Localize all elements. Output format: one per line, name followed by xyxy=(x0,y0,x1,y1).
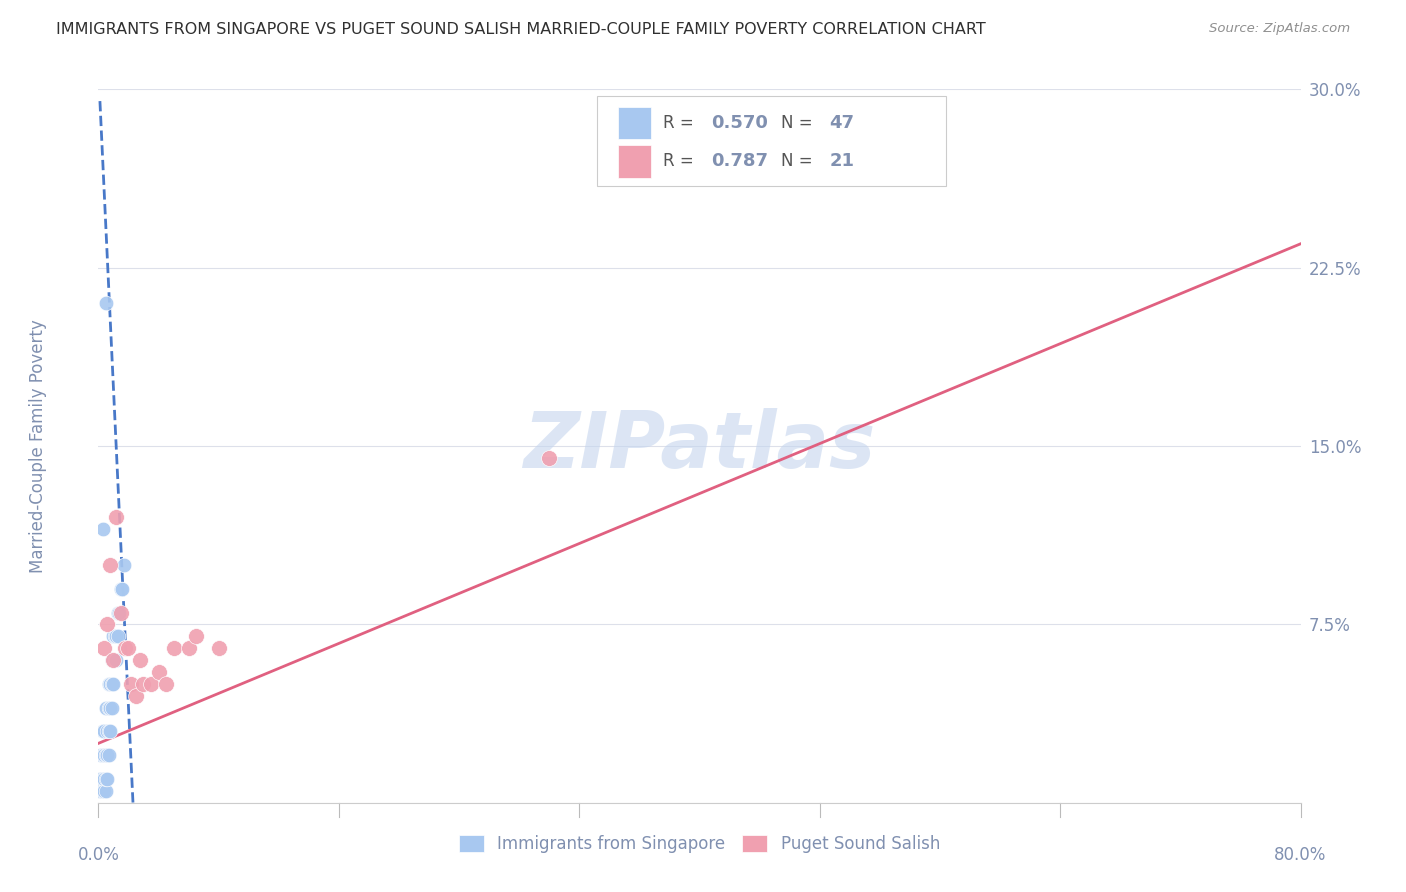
Point xyxy=(103,629,125,643)
Point xyxy=(155,677,177,691)
Point xyxy=(107,606,129,620)
Text: R =: R = xyxy=(664,153,699,170)
Point xyxy=(104,629,127,643)
Text: 21: 21 xyxy=(830,153,855,170)
Point xyxy=(90,784,112,798)
Bar xyxy=(617,107,651,139)
Text: Source: ZipAtlas.com: Source: ZipAtlas.com xyxy=(1209,22,1350,36)
Point xyxy=(129,653,152,667)
Point xyxy=(100,724,122,739)
Point xyxy=(91,522,114,536)
Point xyxy=(103,653,125,667)
Point xyxy=(107,629,129,643)
Point xyxy=(538,450,561,465)
Point xyxy=(104,653,127,667)
Point xyxy=(838,165,860,179)
Point xyxy=(93,641,115,656)
Point xyxy=(90,748,112,763)
Point xyxy=(97,748,120,763)
Point xyxy=(94,784,117,798)
Point xyxy=(96,724,118,739)
Point xyxy=(94,748,117,763)
Point xyxy=(177,641,200,656)
Point xyxy=(94,296,117,310)
Point xyxy=(96,748,118,763)
FancyBboxPatch shape xyxy=(598,96,946,186)
Text: 80.0%: 80.0% xyxy=(1274,846,1327,863)
Point xyxy=(93,724,115,739)
Point xyxy=(93,772,115,786)
Point xyxy=(184,629,207,643)
Point xyxy=(117,641,139,656)
Point xyxy=(91,772,114,786)
Point xyxy=(89,784,111,798)
Point xyxy=(91,784,114,798)
Point xyxy=(96,772,118,786)
Point xyxy=(97,677,120,691)
Point xyxy=(100,677,122,691)
Text: N =: N = xyxy=(782,153,818,170)
Point xyxy=(89,772,111,786)
Point xyxy=(108,606,131,620)
Point xyxy=(110,582,132,596)
Text: R =: R = xyxy=(664,114,699,132)
Point xyxy=(97,700,120,714)
Point xyxy=(93,784,115,798)
Bar xyxy=(617,145,651,178)
Point xyxy=(94,700,117,714)
Text: ZIPatlas: ZIPatlas xyxy=(523,408,876,484)
Point xyxy=(110,606,132,620)
Text: N =: N = xyxy=(782,114,818,132)
Point xyxy=(101,677,124,691)
Point xyxy=(90,772,112,786)
Point xyxy=(139,677,162,691)
Point xyxy=(125,689,148,703)
Text: 47: 47 xyxy=(830,114,855,132)
Point xyxy=(97,724,120,739)
Point xyxy=(114,641,136,656)
Point xyxy=(91,724,114,739)
Point xyxy=(101,653,124,667)
Text: IMMIGRANTS FROM SINGAPORE VS PUGET SOUND SALISH MARRIED-COUPLE FAMILY POVERTY CO: IMMIGRANTS FROM SINGAPORE VS PUGET SOUND… xyxy=(56,22,986,37)
Point xyxy=(89,784,111,798)
Point xyxy=(94,772,117,786)
Point xyxy=(132,677,155,691)
Text: 0.787: 0.787 xyxy=(711,153,769,170)
Point xyxy=(105,510,128,524)
Point xyxy=(208,641,231,656)
Point xyxy=(96,617,118,632)
Text: 0.570: 0.570 xyxy=(711,114,769,132)
Text: Married-Couple Family Poverty: Married-Couple Family Poverty xyxy=(30,319,48,573)
Point xyxy=(105,653,128,667)
Point xyxy=(105,629,128,643)
Point xyxy=(93,748,115,763)
Legend: Immigrants from Singapore, Puget Sound Salish: Immigrants from Singapore, Puget Sound S… xyxy=(453,829,946,860)
Point xyxy=(91,748,114,763)
Text: 0.0%: 0.0% xyxy=(77,846,120,863)
Point xyxy=(112,558,135,572)
Point xyxy=(103,653,125,667)
Point xyxy=(90,784,112,798)
Point xyxy=(100,558,122,572)
Point xyxy=(162,641,184,656)
Point xyxy=(103,677,125,691)
Point xyxy=(111,582,134,596)
Point xyxy=(148,665,170,679)
Point xyxy=(101,700,124,714)
Point xyxy=(121,677,143,691)
Point xyxy=(100,700,122,714)
